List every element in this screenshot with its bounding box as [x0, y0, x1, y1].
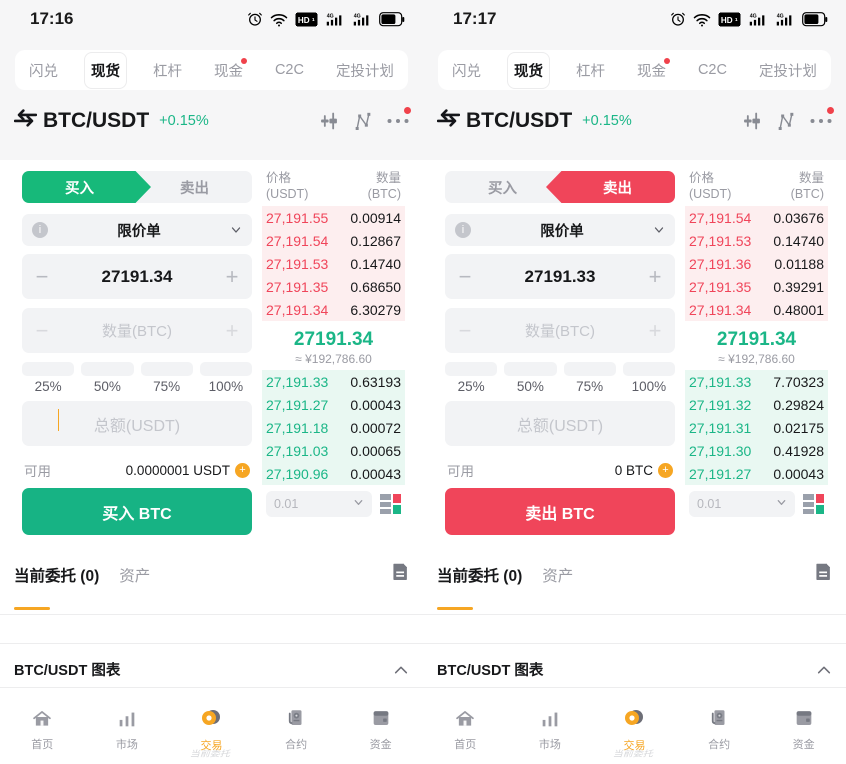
svg-text:HD: HD [298, 15, 310, 24]
svg-text:HD: HD [721, 15, 733, 24]
svg-text:1: 1 [735, 16, 738, 22]
svg-text:4G: 4G [750, 13, 757, 19]
svg-text:4G: 4G [777, 13, 784, 19]
svg-text:1: 1 [312, 16, 315, 22]
svg-text:4G: 4G [327, 13, 334, 19]
svg-text:4G: 4G [354, 13, 361, 19]
